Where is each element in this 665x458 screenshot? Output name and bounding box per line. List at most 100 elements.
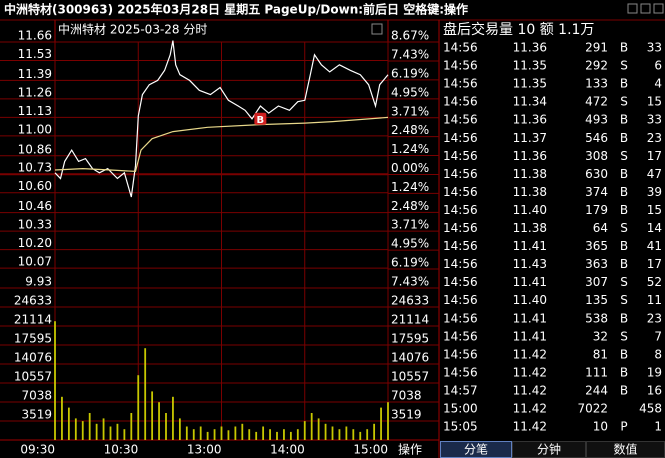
trade-volume: 81	[593, 347, 608, 361]
volume-bar	[303, 421, 306, 440]
trade-time: 14:56	[443, 365, 478, 379]
volume-bar	[178, 418, 181, 440]
y-tick-label: 11.39	[18, 67, 52, 81]
trade-volume: 493	[585, 113, 608, 127]
y-tick-label: 10.86	[18, 142, 52, 156]
trade-side: B	[620, 311, 628, 325]
volume-bar	[310, 413, 313, 440]
volume-bar	[276, 431, 278, 440]
window-icon[interactable]	[627, 3, 638, 14]
volume-bar	[220, 426, 223, 440]
volume-bar	[317, 418, 320, 440]
y2-tick-label: 3.71%	[391, 218, 429, 232]
y-tick-label: 14076	[14, 351, 52, 365]
y-tick-label: 11.66	[18, 29, 52, 43]
trade-count: 39	[647, 185, 662, 199]
trade-time: 14:57	[443, 383, 478, 397]
volume-bar	[199, 426, 202, 440]
volume-bar	[192, 429, 195, 440]
trade-side: S	[620, 293, 628, 307]
y2-tick-label: 17595	[391, 332, 429, 346]
volume-bar	[206, 431, 209, 440]
volume-bar	[213, 429, 216, 440]
y-tick-label: 9.93	[25, 275, 52, 289]
y-tick-label: 10.46	[18, 199, 52, 213]
trade-price: 11.36	[513, 41, 547, 55]
trade-side: B	[620, 257, 628, 271]
trade-count: 33	[647, 113, 662, 127]
trade-volume: 292	[585, 59, 608, 73]
trade-price: 11.36	[513, 149, 547, 163]
y-tick-label: 11.00	[18, 122, 52, 136]
y2-tick-label: 1.24%	[391, 142, 429, 156]
trade-volume: 135	[585, 293, 608, 307]
y2-tick-label: 2.48%	[391, 199, 429, 213]
y-tick-label: 11.13	[18, 104, 52, 118]
trade-count: 15	[647, 203, 662, 217]
trade-price: 11.40	[513, 203, 547, 217]
volume-bar	[269, 429, 271, 440]
trade-side: B	[620, 167, 628, 181]
volume-bar	[387, 402, 389, 440]
trade-time: 14:56	[443, 77, 478, 91]
trade-count: 16	[647, 383, 662, 397]
trade-price: 11.35	[513, 59, 547, 73]
volume-bar	[366, 429, 369, 440]
volume-bar	[227, 430, 230, 440]
trade-time: 14:56	[443, 59, 478, 73]
y-tick-label: 10557	[14, 370, 52, 384]
trade-volume: 32	[593, 329, 608, 343]
tab-label[interactable]: 数值	[613, 442, 637, 457]
trade-count: 15	[647, 95, 662, 109]
trade-price: 11.42	[513, 420, 547, 434]
trade-volume: 374	[585, 185, 608, 199]
y2-tick-label: 10557	[391, 370, 429, 384]
y2-tick-label: 3519	[391, 408, 422, 422]
y-tick-label: 10.73	[18, 161, 52, 175]
trade-volume: 365	[585, 239, 608, 253]
x-tick-label: 09:30	[20, 443, 55, 457]
tab-label[interactable]: 分钟	[537, 442, 561, 457]
window-title: 中洲特材(300963) 2025年03月28日 星期五 PageUp/Down…	[4, 2, 468, 17]
trade-volume: 10	[593, 420, 608, 434]
x-tick-label: 10:30	[104, 443, 139, 457]
volume-bar	[61, 396, 63, 440]
trade-volume: 307	[585, 275, 608, 289]
trade-volume: 630	[585, 167, 608, 181]
tab-label[interactable]: 分笔	[464, 442, 488, 457]
action-label[interactable]: 操作	[398, 442, 422, 457]
trade-price: 11.43	[513, 257, 547, 271]
trade-count: 52	[647, 275, 662, 289]
volume-bar	[241, 423, 244, 440]
volume-bar	[248, 429, 251, 440]
window-icon[interactable]	[640, 3, 651, 14]
volume-bar	[102, 418, 105, 440]
volume-bar	[283, 429, 285, 440]
y-tick-label: 10.07	[18, 255, 52, 269]
trade-volume: 133	[585, 77, 608, 91]
trade-price: 11.41	[513, 329, 547, 343]
trade-price: 11.42	[513, 347, 547, 361]
trade-time: 14:56	[443, 113, 478, 127]
volume-bar	[331, 426, 334, 440]
trade-marker-label: B	[257, 115, 265, 126]
trade-count: 1	[654, 420, 662, 434]
volume-bar	[151, 391, 154, 440]
trade-time: 14:56	[443, 185, 478, 199]
y-tick-label: 10.20	[18, 236, 52, 250]
trade-time: 14:56	[443, 41, 478, 55]
y2-tick-label: 6.19%	[391, 66, 429, 80]
chart-title: 中洲特材 2025-03-28 分时	[58, 22, 207, 37]
trade-price: 11.35	[513, 77, 547, 91]
trade-side: B	[620, 347, 628, 361]
y2-tick-label: 3.71%	[391, 104, 429, 118]
trade-time: 14:56	[443, 275, 478, 289]
trade-time: 14:56	[443, 167, 478, 181]
y2-tick-label: 4.95%	[391, 85, 429, 99]
trade-side: S	[620, 59, 628, 73]
window-icon[interactable]	[653, 3, 664, 14]
chart-icon[interactable]	[371, 23, 383, 35]
trade-volume: 244	[585, 383, 608, 397]
y2-tick-label: 6.19%	[391, 256, 429, 270]
